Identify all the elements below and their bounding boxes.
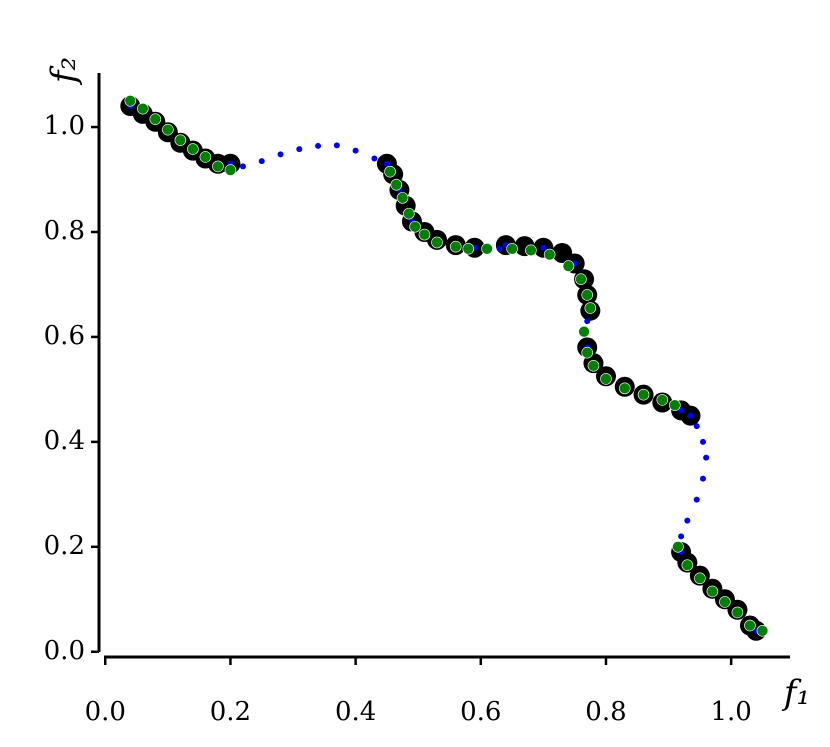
- point: [731, 606, 744, 619]
- y-tick-label: 0.2: [44, 531, 85, 561]
- point: [296, 146, 303, 153]
- point: [587, 359, 600, 372]
- point: [315, 142, 322, 149]
- point: [481, 242, 493, 255]
- point: [699, 475, 706, 482]
- point: [684, 517, 691, 524]
- point: [187, 143, 199, 155]
- x-tick-label: 0.6: [460, 697, 501, 727]
- point: [258, 158, 265, 165]
- point: [371, 155, 378, 162]
- x-tick-label: 0.4: [335, 697, 376, 727]
- x-tick-label: 0.2: [210, 697, 251, 727]
- point: [396, 192, 409, 204]
- point: [600, 373, 612, 385]
- point: [403, 207, 415, 220]
- point: [681, 559, 694, 571]
- point: [694, 572, 706, 585]
- point: [496, 245, 503, 252]
- point: [706, 585, 719, 598]
- point: [656, 394, 669, 406]
- x-tick-label: 0.0: [85, 697, 126, 727]
- point: [756, 624, 769, 637]
- point: [277, 151, 284, 158]
- point: [199, 151, 212, 163]
- y-tick-label: 0.8: [44, 216, 85, 246]
- point: [384, 165, 396, 178]
- point: [431, 236, 443, 249]
- point: [352, 147, 359, 154]
- point: [584, 302, 597, 314]
- x-axis-label: f₁: [781, 673, 810, 713]
- point: [124, 95, 137, 107]
- point: [719, 596, 731, 608]
- point: [462, 242, 475, 255]
- point: [637, 388, 650, 401]
- y-tick-label: 0.6: [44, 321, 85, 351]
- y-tick-label: 0.4: [44, 426, 85, 456]
- point: [449, 240, 462, 253]
- point: [578, 325, 590, 338]
- point: [239, 163, 246, 170]
- point: [699, 438, 706, 445]
- point: [418, 228, 431, 241]
- point: [409, 220, 421, 233]
- point: [584, 318, 591, 325]
- point: [333, 142, 340, 149]
- point: [137, 102, 149, 115]
- point: [581, 346, 594, 359]
- point: [540, 244, 547, 251]
- y-tick-label: 0.0: [44, 636, 85, 666]
- point: [581, 289, 594, 301]
- point: [678, 533, 685, 540]
- point: [672, 541, 684, 553]
- point: [744, 619, 756, 632]
- y-tick-label: 1.0: [44, 111, 85, 141]
- point: [693, 423, 700, 430]
- point: [678, 407, 685, 414]
- x-tick-label: 0.8: [585, 697, 626, 727]
- point: [390, 178, 403, 191]
- point: [174, 134, 187, 146]
- y-axis-label: f₂: [44, 57, 84, 86]
- point: [525, 244, 537, 257]
- x-tick-label: 1.0: [710, 697, 751, 727]
- point: [162, 123, 174, 136]
- point: [224, 164, 237, 176]
- point: [212, 160, 224, 173]
- point: [562, 260, 575, 272]
- point: [693, 496, 700, 503]
- point: [703, 454, 710, 461]
- point: [687, 412, 694, 419]
- point: [669, 399, 681, 411]
- point: [575, 273, 587, 286]
- point: [543, 248, 556, 261]
- point: [383, 160, 390, 167]
- point: [149, 113, 162, 125]
- point: [618, 382, 631, 395]
- point: [506, 242, 518, 255]
